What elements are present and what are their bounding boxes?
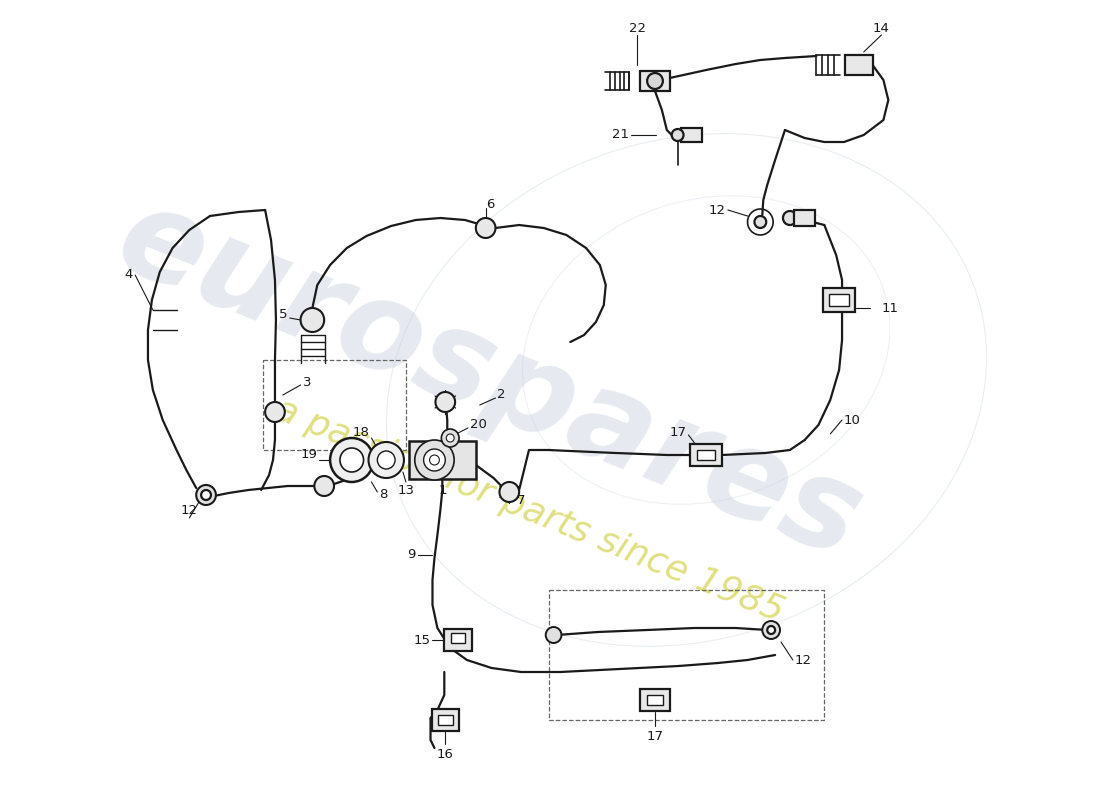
Circle shape — [330, 438, 373, 482]
Circle shape — [429, 455, 439, 465]
Bar — [691, 444, 722, 466]
Circle shape — [377, 451, 395, 469]
Circle shape — [196, 485, 216, 505]
Text: 7: 7 — [517, 494, 526, 506]
Bar — [681, 128, 702, 142]
Circle shape — [315, 476, 334, 496]
Circle shape — [201, 490, 211, 500]
Text: 2: 2 — [497, 389, 506, 402]
Circle shape — [647, 73, 663, 89]
Text: 12: 12 — [708, 203, 726, 217]
Circle shape — [340, 448, 364, 472]
Bar — [549, 590, 824, 720]
Circle shape — [415, 440, 454, 480]
Bar — [647, 695, 663, 705]
Text: 16: 16 — [437, 748, 453, 761]
Bar — [829, 294, 849, 306]
Bar — [409, 441, 476, 479]
Circle shape — [436, 392, 455, 412]
Circle shape — [265, 402, 285, 422]
Text: 10: 10 — [844, 414, 861, 426]
Bar — [444, 629, 472, 651]
Bar — [697, 450, 715, 460]
Bar — [640, 689, 670, 711]
Circle shape — [447, 434, 454, 442]
Bar — [823, 288, 855, 312]
Text: 13: 13 — [397, 483, 415, 497]
Text: 18: 18 — [353, 426, 370, 438]
Circle shape — [755, 216, 767, 228]
Bar — [845, 55, 872, 75]
Bar — [438, 715, 453, 725]
Text: 14: 14 — [873, 22, 890, 34]
Text: 15: 15 — [414, 634, 430, 646]
Bar — [640, 71, 670, 91]
Text: 4: 4 — [124, 269, 133, 282]
Text: a passion for parts since 1985: a passion for parts since 1985 — [270, 392, 789, 628]
Text: 21: 21 — [613, 129, 629, 142]
Text: 5: 5 — [279, 309, 288, 322]
Circle shape — [300, 308, 324, 332]
Text: 17: 17 — [670, 426, 686, 438]
Circle shape — [762, 621, 780, 639]
Text: 12: 12 — [795, 654, 812, 666]
Text: 20: 20 — [470, 418, 487, 431]
Text: 12: 12 — [180, 503, 198, 517]
Text: 17: 17 — [647, 730, 663, 743]
Circle shape — [476, 218, 495, 238]
Bar — [431, 709, 459, 731]
Text: 3: 3 — [302, 375, 311, 389]
Text: 22: 22 — [629, 22, 646, 34]
Bar — [451, 633, 465, 643]
Text: 9: 9 — [407, 549, 416, 562]
Text: 6: 6 — [486, 198, 494, 210]
Bar — [794, 210, 815, 226]
Text: 1: 1 — [438, 483, 447, 497]
Text: eurospares: eurospares — [100, 176, 879, 584]
Circle shape — [499, 482, 519, 502]
Circle shape — [546, 627, 561, 643]
Circle shape — [441, 429, 459, 447]
Bar — [263, 360, 406, 450]
Circle shape — [672, 129, 683, 141]
Circle shape — [767, 626, 775, 634]
Text: 19: 19 — [300, 449, 317, 462]
Circle shape — [783, 211, 796, 225]
Circle shape — [424, 449, 446, 471]
Text: 11: 11 — [881, 302, 899, 314]
Text: 8: 8 — [379, 489, 387, 502]
Circle shape — [368, 442, 404, 478]
